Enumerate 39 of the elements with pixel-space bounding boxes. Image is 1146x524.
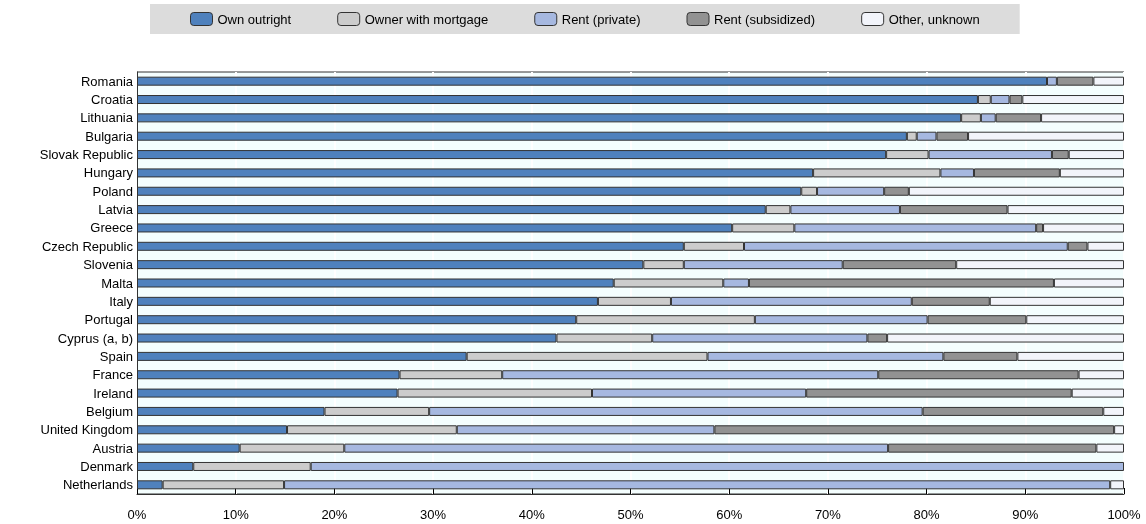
y-tick-label: Italy — [109, 293, 134, 309]
y-tick-label: Spain — [99, 348, 133, 364]
legend-label: Rent (private) — [561, 11, 641, 27]
y-tick-label: Czech Republic — [41, 238, 134, 254]
y-tick-label: Bulgaria — [85, 128, 134, 144]
y-tick-label: Poland — [92, 183, 133, 199]
y-tick-label: United Kingdom — [40, 422, 133, 438]
y-tick-label: Croatia — [91, 92, 134, 108]
y-tick-label: Austria — [92, 440, 134, 456]
y-tick-label: Romania — [80, 73, 134, 89]
x-tick-label: 0% — [127, 507, 147, 522]
legend-label: Own outright — [217, 11, 292, 27]
y-tick-label: Slovenia — [83, 257, 134, 273]
x-tick-label: 10% — [222, 507, 250, 522]
y-tick-label: Latvia — [98, 202, 134, 218]
x-tick-label: 90% — [1012, 507, 1039, 522]
x-tick-label: 70% — [814, 507, 842, 522]
legend-label: Other, unknown — [888, 11, 980, 27]
y-tick-label: Malta — [101, 275, 134, 291]
y-tick-label: Ireland — [93, 385, 133, 401]
y-tick-label: Hungary — [83, 165, 134, 181]
y-tick-label: Netherlands — [62, 477, 134, 493]
x-tick-label: 40% — [518, 507, 546, 522]
x-tick-label: 50% — [617, 507, 644, 522]
y-tick-label: Portugal — [84, 312, 134, 328]
legend-label: Owner with mortgage — [364, 11, 489, 27]
y-tick-label: Belgium — [86, 403, 133, 419]
y-tick-label: Denmark — [80, 458, 134, 474]
legend-label: Rent (subsidized) — [714, 11, 816, 27]
x-tick-label: 100% — [1107, 507, 1142, 522]
y-tick-label: Slovak Republic — [39, 147, 134, 163]
y-tick-label: Cyprus (a, b) — [57, 330, 133, 346]
y-tick-label: France — [92, 367, 133, 383]
x-tick-label: 20% — [321, 507, 348, 522]
x-tick-label: 60% — [716, 507, 743, 522]
x-tick-label: 80% — [913, 507, 941, 522]
y-tick-label: Greece — [90, 220, 133, 236]
x-tick-label: 30% — [420, 507, 447, 522]
y-tick-label: Lithuania — [80, 110, 134, 126]
